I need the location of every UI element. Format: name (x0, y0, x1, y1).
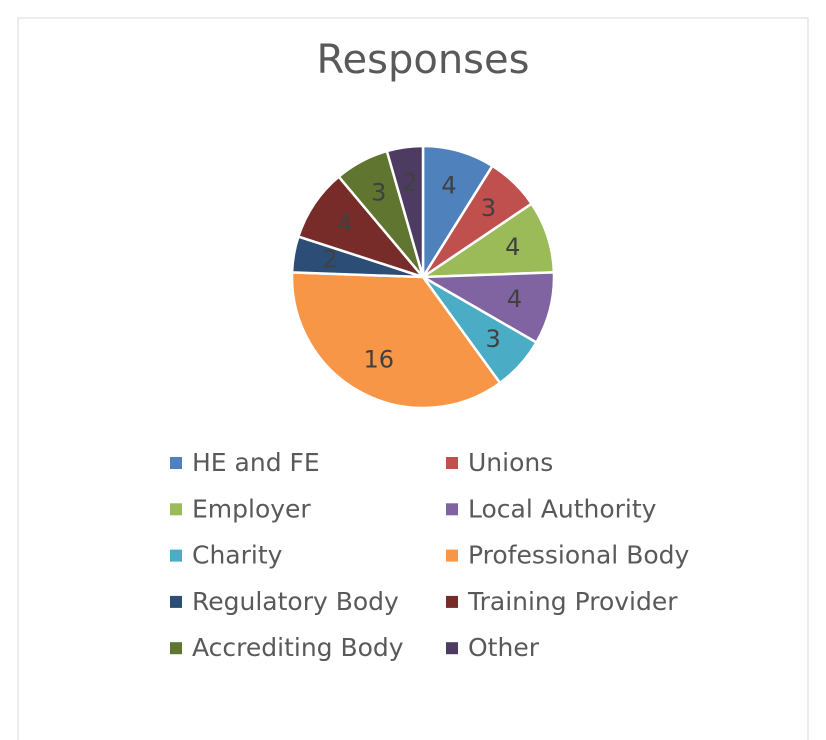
legend-swatch (446, 503, 458, 516)
legend-swatch (170, 549, 182, 562)
legend-swatch (170, 503, 182, 516)
legend-swatch (446, 457, 458, 469)
pie-slice (290, 271, 502, 410)
legend-label: Professional Body (468, 541, 690, 570)
pie-slice (385, 144, 425, 278)
legend-label: Other (468, 633, 540, 662)
legend-label: Training Provider (467, 587, 678, 616)
legend-swatch (170, 642, 182, 655)
legend-swatch (446, 549, 458, 562)
legend-label: Regulatory Body (192, 587, 399, 616)
legend-label: Accrediting Body (192, 633, 404, 662)
chart-title: Responses (317, 37, 530, 83)
data-label: 4 (507, 285, 522, 313)
legend-swatch (446, 642, 458, 655)
chart-frame (17, 17, 809, 740)
data-label: 2 (402, 169, 417, 197)
data-label: 3 (481, 194, 496, 222)
legend-label: HE and FE (192, 448, 320, 477)
data-label: 4 (337, 209, 352, 237)
legend-swatch (170, 595, 182, 608)
legend-label: Local Authority (468, 494, 657, 523)
legend-label: Employer (192, 494, 311, 523)
legend-swatch (170, 457, 182, 469)
legend-swatch (446, 595, 458, 608)
data-label: 2 (322, 246, 337, 274)
data-label: 4 (505, 233, 520, 261)
data-label: 4 (441, 171, 456, 199)
data-label: 16 (363, 345, 394, 373)
legend-label: Charity (192, 541, 283, 570)
data-label: 3 (485, 325, 500, 353)
legend-label: Unions (468, 448, 553, 477)
data-label: 3 (371, 179, 386, 207)
